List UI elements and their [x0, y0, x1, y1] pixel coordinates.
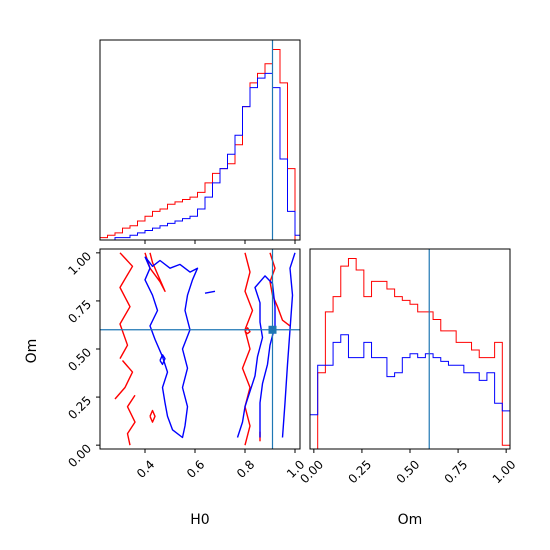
om-histogram-panel: 0.00 0.25 0.50 0.75 1.00	[297, 248, 519, 486]
red-h0-histogram-series	[99, 49, 300, 241]
blue-contour-line	[159, 354, 166, 366]
h0-x-tick-label: 0.4	[134, 457, 157, 480]
om-x-tick-label: 1.00	[490, 457, 519, 486]
om-y-tick-label: 0.00	[65, 441, 94, 470]
om-x-tick-label: 0.75	[442, 457, 471, 486]
h0-histogram-panel	[99, 39, 301, 244]
h0-histogram-frame	[99, 39, 301, 241]
blue-contour-line	[236, 275, 276, 438]
x-axis-title-h0: H0	[190, 512, 209, 528]
om-x-tick-label: 0.50	[394, 457, 423, 486]
red-contour-line	[241, 252, 254, 446]
blue-om-histogram-series	[309, 334, 511, 449]
om-histogram-frame	[309, 248, 511, 450]
blue-h0-histogram-series	[100, 72, 301, 241]
truth-marker	[268, 325, 277, 334]
h0-x-tick-label: 0.6	[184, 457, 207, 480]
contour-lines-group	[114, 252, 296, 446]
om-y-tick-label: 0.50	[65, 345, 94, 374]
om-y-tick-label: 1.00	[65, 249, 94, 278]
red-contour-line	[126, 394, 136, 446]
red-om-histogram-series	[310, 258, 511, 450]
red-contour-line	[244, 327, 251, 335]
red-contour-line	[149, 409, 156, 423]
red-contour-line	[114, 360, 134, 400]
red-contour-line	[119, 252, 134, 359]
om-y-tick-label: 0.75	[65, 297, 94, 326]
blue-contour-line	[204, 290, 216, 294]
blue-contour-line	[144, 256, 199, 439]
om-y-tick-label: 0.25	[65, 393, 94, 422]
y-axis-title-om: Om	[24, 339, 40, 364]
h0-om-contour-panel: 0.4 0.6 0.8 1.00.000.250.500.751.00	[65, 248, 307, 481]
h0-x-tick-label: 0.8	[234, 457, 257, 480]
om-x-tick-label: 0.25	[345, 457, 374, 486]
x-axis-title-om: Om	[398, 512, 423, 528]
blue-contour-line	[281, 252, 296, 438]
